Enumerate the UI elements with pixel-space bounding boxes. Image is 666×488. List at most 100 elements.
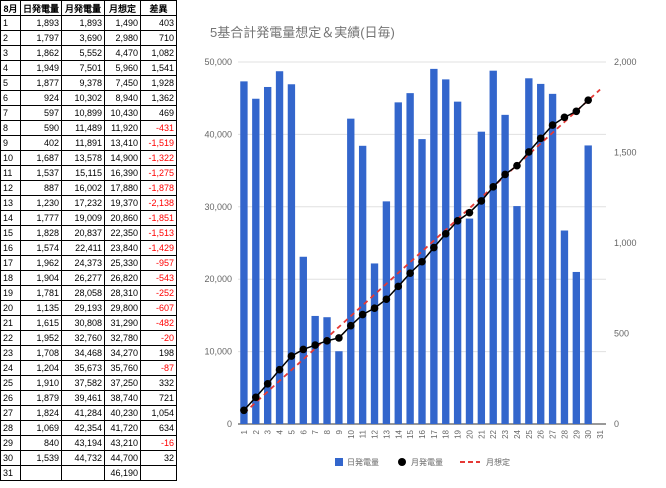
cell-daily[interactable]: 1,687 <box>19 150 63 166</box>
cell-daily[interactable]: 1,230 <box>19 195 63 211</box>
bar-daily-13[interactable] <box>382 201 391 424</box>
cell-difference[interactable]: -607 <box>140 300 178 316</box>
cell-day[interactable]: 18 <box>0 270 21 286</box>
bar-daily-21[interactable] <box>477 131 486 424</box>
cell-daily[interactable]: 1,862 <box>19 45 63 61</box>
monthly-point-22[interactable] <box>489 183 498 191</box>
header-monthly-estimate[interactable]: 月想定 <box>104 0 142 16</box>
bar-daily-15[interactable] <box>406 93 414 424</box>
cell-daily[interactable]: 1,877 <box>19 75 63 91</box>
cell-daily[interactable]: 1,893 <box>19 15 63 31</box>
bar-daily-9[interactable] <box>335 351 343 424</box>
cell-difference[interactable]: -1,513 <box>140 225 178 241</box>
bar-daily-27[interactable] <box>548 93 557 424</box>
cell-daily[interactable]: 1,204 <box>19 360 63 376</box>
bar-daily-4[interactable] <box>275 71 284 424</box>
cell-estimate[interactable]: 14,900 <box>104 150 142 166</box>
cell-day[interactable]: 3 <box>0 45 21 61</box>
cell-monthly[interactable]: 16,002 <box>61 180 106 196</box>
cell-day[interactable]: 19 <box>0 285 21 301</box>
cell-difference[interactable]: -543 <box>140 270 178 286</box>
cell-difference[interactable]: 32 <box>140 450 178 466</box>
monthly-point-20[interactable] <box>465 208 474 217</box>
bar-daily-22[interactable] <box>489 70 497 425</box>
monthly-point-21[interactable] <box>477 197 486 205</box>
monthly-point-29[interactable] <box>572 107 581 116</box>
cell-difference[interactable]: 332 <box>140 375 178 391</box>
cell-day[interactable]: 22 <box>0 330 21 346</box>
cell-estimate[interactable]: 7,450 <box>104 75 142 91</box>
cell-difference[interactable]: -1,322 <box>140 150 178 166</box>
monthly-point-11[interactable] <box>358 310 367 319</box>
bar-daily-14[interactable] <box>394 102 402 424</box>
cell-day[interactable]: 13 <box>0 195 21 211</box>
cell-difference[interactable]: -2,138 <box>140 195 178 211</box>
cell-monthly[interactable]: 26,277 <box>61 270 106 286</box>
bar-daily-6[interactable] <box>299 256 307 424</box>
cell-monthly[interactable]: 24,373 <box>61 255 106 271</box>
cell-day[interactable]: 9 <box>0 135 21 151</box>
cell-monthly[interactable] <box>61 465 106 481</box>
monthly-point-28[interactable] <box>560 113 569 122</box>
cell-monthly[interactable]: 3,690 <box>61 30 106 46</box>
cell-difference[interactable]: -482 <box>140 315 178 331</box>
cell-difference[interactable]: -20 <box>140 330 178 346</box>
cell-difference[interactable]: 1,082 <box>140 45 178 61</box>
bar-daily-18[interactable] <box>442 79 450 424</box>
bar-daily-3[interactable] <box>263 86 272 424</box>
cell-difference[interactable]: 634 <box>140 420 178 436</box>
cell-difference[interactable]: 403 <box>140 15 178 31</box>
monthly-point-24[interactable] <box>513 161 521 170</box>
monthly-point-3[interactable] <box>263 380 272 388</box>
legend-item-estimate[interactable]: 月想定 <box>460 457 510 467</box>
cell-estimate[interactable]: 11,920 <box>104 120 142 136</box>
header-day[interactable]: 8月 <box>0 0 21 16</box>
bar-daily-28[interactable] <box>560 230 569 424</box>
cell-monthly[interactable]: 10,302 <box>61 90 106 106</box>
cell-estimate[interactable]: 8,940 <box>104 90 142 106</box>
cell-daily[interactable]: 1,910 <box>19 375 63 391</box>
cell-monthly[interactable]: 34,468 <box>61 345 106 361</box>
cell-estimate[interactable]: 1,490 <box>104 15 142 31</box>
bar-daily-23[interactable] <box>501 114 509 425</box>
bar-daily-8[interactable] <box>323 317 331 424</box>
monthly-point-19[interactable] <box>453 217 462 225</box>
cell-day[interactable]: 8 <box>0 120 21 136</box>
cell-difference[interactable]: 1,362 <box>140 90 178 106</box>
cell-estimate[interactable]: 44,700 <box>104 450 142 466</box>
cell-monthly[interactable]: 19,009 <box>61 210 106 226</box>
cell-monthly[interactable]: 1,893 <box>61 15 106 31</box>
cell-difference[interactable]: -16 <box>140 435 178 451</box>
cell-day[interactable]: 28 <box>0 420 21 436</box>
cell-daily[interactable]: 1,952 <box>19 330 63 346</box>
cell-monthly[interactable]: 37,582 <box>61 375 106 391</box>
bar-daily-12[interactable] <box>370 263 379 424</box>
cell-estimate[interactable]: 26,820 <box>104 270 142 286</box>
monthly-point-8[interactable] <box>323 337 331 345</box>
cell-day[interactable]: 2 <box>0 30 21 46</box>
bar-daily-24[interactable] <box>513 206 521 424</box>
cell-monthly[interactable]: 11,891 <box>61 135 106 151</box>
cell-difference[interactable]: -87 <box>140 360 178 376</box>
cell-estimate[interactable]: 23,840 <box>104 240 142 256</box>
cell-day[interactable]: 30 <box>0 450 21 466</box>
cell-estimate[interactable]: 13,410 <box>104 135 142 151</box>
monthly-point-25[interactable] <box>525 148 533 156</box>
cell-estimate[interactable]: 16,390 <box>104 165 142 181</box>
monthly-point-26[interactable] <box>536 134 545 143</box>
cell-monthly[interactable]: 28,058 <box>61 285 106 301</box>
cell-estimate[interactable]: 31,290 <box>104 315 142 331</box>
cell-day[interactable]: 7 <box>0 105 21 121</box>
monthly-point-17[interactable] <box>430 243 438 252</box>
monthly-point-18[interactable] <box>441 229 450 238</box>
cell-day[interactable]: 26 <box>0 390 21 406</box>
cell-daily[interactable]: 1,574 <box>19 240 63 256</box>
cell-monthly[interactable]: 44,732 <box>61 450 106 466</box>
cell-estimate[interactable]: 34,270 <box>104 345 142 361</box>
cell-estimate[interactable]: 38,740 <box>104 390 142 406</box>
cell-monthly[interactable]: 9,378 <box>61 75 106 91</box>
cell-day[interactable]: 29 <box>0 435 21 451</box>
monthly-point-12[interactable] <box>370 304 379 312</box>
cell-daily[interactable]: 1,615 <box>19 315 63 331</box>
cell-day[interactable]: 24 <box>0 360 21 376</box>
